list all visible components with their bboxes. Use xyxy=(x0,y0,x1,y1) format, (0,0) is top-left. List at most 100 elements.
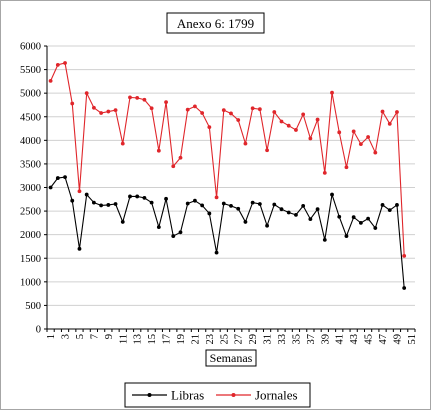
data-point-libras xyxy=(337,214,342,219)
data-point-jornales xyxy=(257,107,262,112)
data-point-jornales xyxy=(358,142,363,147)
data-point-jornales xyxy=(55,62,60,67)
x-tick-label: 43 xyxy=(349,334,360,345)
data-point-jornales xyxy=(77,189,82,194)
chart-title-box: Anexo 6: 1799 xyxy=(166,12,265,34)
data-point-jornales xyxy=(344,165,349,170)
legend-marker-jornales xyxy=(231,393,236,397)
series-jornales xyxy=(48,61,407,258)
series-libras xyxy=(48,175,407,290)
data-point-libras xyxy=(358,220,363,225)
x-tick-label: 23 xyxy=(205,334,216,345)
data-point-libras xyxy=(214,250,219,255)
data-point-jornales xyxy=(92,105,96,110)
legend-item-libras: Libras xyxy=(132,388,204,403)
data-point-libras xyxy=(286,210,291,215)
data-point-libras xyxy=(402,286,407,290)
data-point-jornales xyxy=(156,148,161,153)
data-point-libras xyxy=(142,195,147,200)
data-point-jornales xyxy=(294,128,298,132)
data-point-libras xyxy=(92,200,96,205)
series-line-jornales xyxy=(50,62,405,256)
data-point-jornales xyxy=(265,148,269,153)
x-tick-label: 3 xyxy=(61,334,72,339)
x-tick-label: 39 xyxy=(320,334,331,345)
data-point-libras xyxy=(229,203,233,208)
series-layer xyxy=(48,61,407,290)
data-point-libras xyxy=(366,216,370,221)
x-tick-label: 37 xyxy=(306,334,317,345)
data-point-jornales xyxy=(337,130,342,135)
x-tick-label: 7 xyxy=(89,334,100,339)
data-point-libras xyxy=(55,176,60,180)
legend-marker-libras xyxy=(147,393,152,397)
data-point-libras xyxy=(128,194,132,199)
x-tick-label: 29 xyxy=(248,334,259,345)
data-point-libras xyxy=(149,200,154,205)
x-tick-label: 5 xyxy=(75,334,86,339)
data-point-jornales xyxy=(387,121,392,126)
data-point-jornales xyxy=(308,136,313,141)
y-tick-label: 4000 xyxy=(20,136,41,147)
data-point-libras xyxy=(380,203,385,207)
data-point-libras xyxy=(77,246,82,251)
x-tick-label: 51 xyxy=(407,334,418,345)
data-point-jornales xyxy=(185,107,190,112)
data-point-libras xyxy=(395,203,399,207)
x-tick-label: 11 xyxy=(118,334,129,344)
data-point-libras xyxy=(257,202,262,206)
data-point-jornales xyxy=(207,125,212,130)
data-point-jornales xyxy=(250,106,255,111)
data-point-jornales xyxy=(84,91,89,96)
series-line-libras xyxy=(50,176,405,289)
data-point-jornales xyxy=(236,118,241,122)
y-tick-label: 2000 xyxy=(20,230,41,241)
data-point-libras xyxy=(84,192,89,197)
data-point-jornales xyxy=(322,170,327,175)
data-point-libras xyxy=(193,198,197,203)
x-tick-label: 19 xyxy=(176,334,187,345)
data-point-libras xyxy=(279,207,284,212)
data-point-libras xyxy=(48,185,53,190)
x-tick-label: 1 xyxy=(46,334,57,339)
data-point-jornales xyxy=(315,117,320,122)
data-point-libras xyxy=(236,206,241,211)
data-point-jornales xyxy=(164,100,168,105)
x-tick-label: 45 xyxy=(364,334,375,345)
data-point-libras xyxy=(99,203,104,208)
data-point-libras xyxy=(373,226,378,230)
data-point-jornales xyxy=(279,119,284,124)
data-point-libras xyxy=(164,196,168,201)
data-point-libras xyxy=(250,200,255,205)
data-point-libras xyxy=(294,212,298,217)
data-point-libras xyxy=(351,215,356,220)
x-tick-label: 47 xyxy=(378,334,389,345)
axes: 0 500 1000 1500 2000 2500 3000 3500 4000 4500 5000… xyxy=(20,42,418,345)
x-tick-label: 35 xyxy=(291,334,302,345)
data-point-libras xyxy=(207,211,212,216)
data-point-libras xyxy=(387,208,392,213)
data-point-libras xyxy=(308,217,313,222)
data-point-libras xyxy=(113,202,118,206)
data-point-libras xyxy=(330,192,334,197)
data-point-libras xyxy=(120,220,125,224)
x-tick-label: 15 xyxy=(147,334,158,345)
chart-title: Anexo 6: 1799 xyxy=(177,16,254,31)
data-point-jornales xyxy=(135,95,140,100)
data-point-jornales xyxy=(106,109,111,114)
data-point-jornales xyxy=(142,97,147,102)
data-point-libras xyxy=(315,207,320,212)
data-point-jornales xyxy=(193,104,197,109)
y-tick-label: 3500 xyxy=(20,159,41,170)
data-point-jornales xyxy=(63,61,67,65)
y-tick-label: 1500 xyxy=(20,254,41,265)
data-point-jornales xyxy=(214,195,219,200)
data-point-libras xyxy=(344,234,349,238)
data-point-jornales xyxy=(149,106,154,111)
data-point-libras xyxy=(272,202,277,207)
data-point-jornales xyxy=(178,155,183,160)
data-point-jornales xyxy=(402,253,407,258)
x-tick-label: 33 xyxy=(277,334,288,345)
legend-item-jornales: Jornales xyxy=(216,388,298,403)
y-tick-label: 5500 xyxy=(20,65,41,76)
